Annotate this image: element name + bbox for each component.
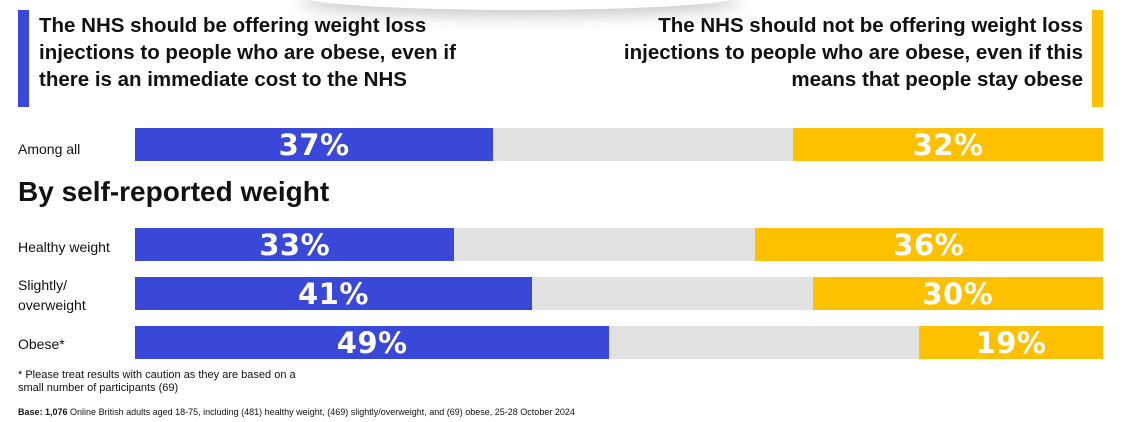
bar-row-healthy-weight: 33% 36% [135,227,1103,262]
row-label-among-all: Among all [18,141,81,157]
value-label: 32% [912,127,984,162]
value-label: 36% [893,227,965,262]
bar-row-obese: 49% 19% [135,325,1103,360]
bar-row-among-all: 37% 32% [135,127,1103,162]
bar-not-offer-healthy-weight: 36% [754,227,1103,262]
base-note: Base: 1,076 Online British adults aged 1… [18,407,575,418]
value-label: 37% [278,127,350,162]
value-label: 41% [297,276,369,311]
bar-offer-healthy-weight: 33% [135,227,455,262]
value-label: 33% [259,227,331,262]
row-label-healthy-weight: Healthy weight [18,239,110,255]
not-offer-statement-block: The NHS should not be offering weight lo… [613,10,1103,107]
bar-offer-among-all: 37% [135,127,494,162]
bar-row-slightly-overweight: 41% 30% [135,276,1103,311]
value-label: 49% [336,325,408,360]
bar-not-offer-obese: 19% [919,325,1103,360]
bar-not-offer-slightly-overweight: 30% [812,276,1103,311]
offer-statement-block: The NHS should be offering weight loss i… [18,10,509,107]
bar-offer-obese: 49% [135,325,610,360]
footnote: * Please treat results with caution as t… [18,369,296,394]
bar-offer-slightly-overweight: 41% [135,276,532,311]
top-shadow [300,0,740,10]
not-offer-statement: The NHS should not be offering weight lo… [623,14,1083,91]
row-label-slightly-overweight: Slightly/ overweight [18,277,86,313]
value-label: 19% [975,325,1047,360]
row-label-obese: Obese* [18,336,65,352]
bar-not-offer-among-all: 32% [793,127,1103,162]
base-text: Online British adults aged 18-75, includ… [67,407,575,417]
value-label: 30% [922,276,994,311]
offer-statement: The NHS should be offering weight loss i… [39,14,456,91]
section-heading: By self-reported weight [18,176,330,207]
base-label: Base: 1,076 [18,407,68,417]
